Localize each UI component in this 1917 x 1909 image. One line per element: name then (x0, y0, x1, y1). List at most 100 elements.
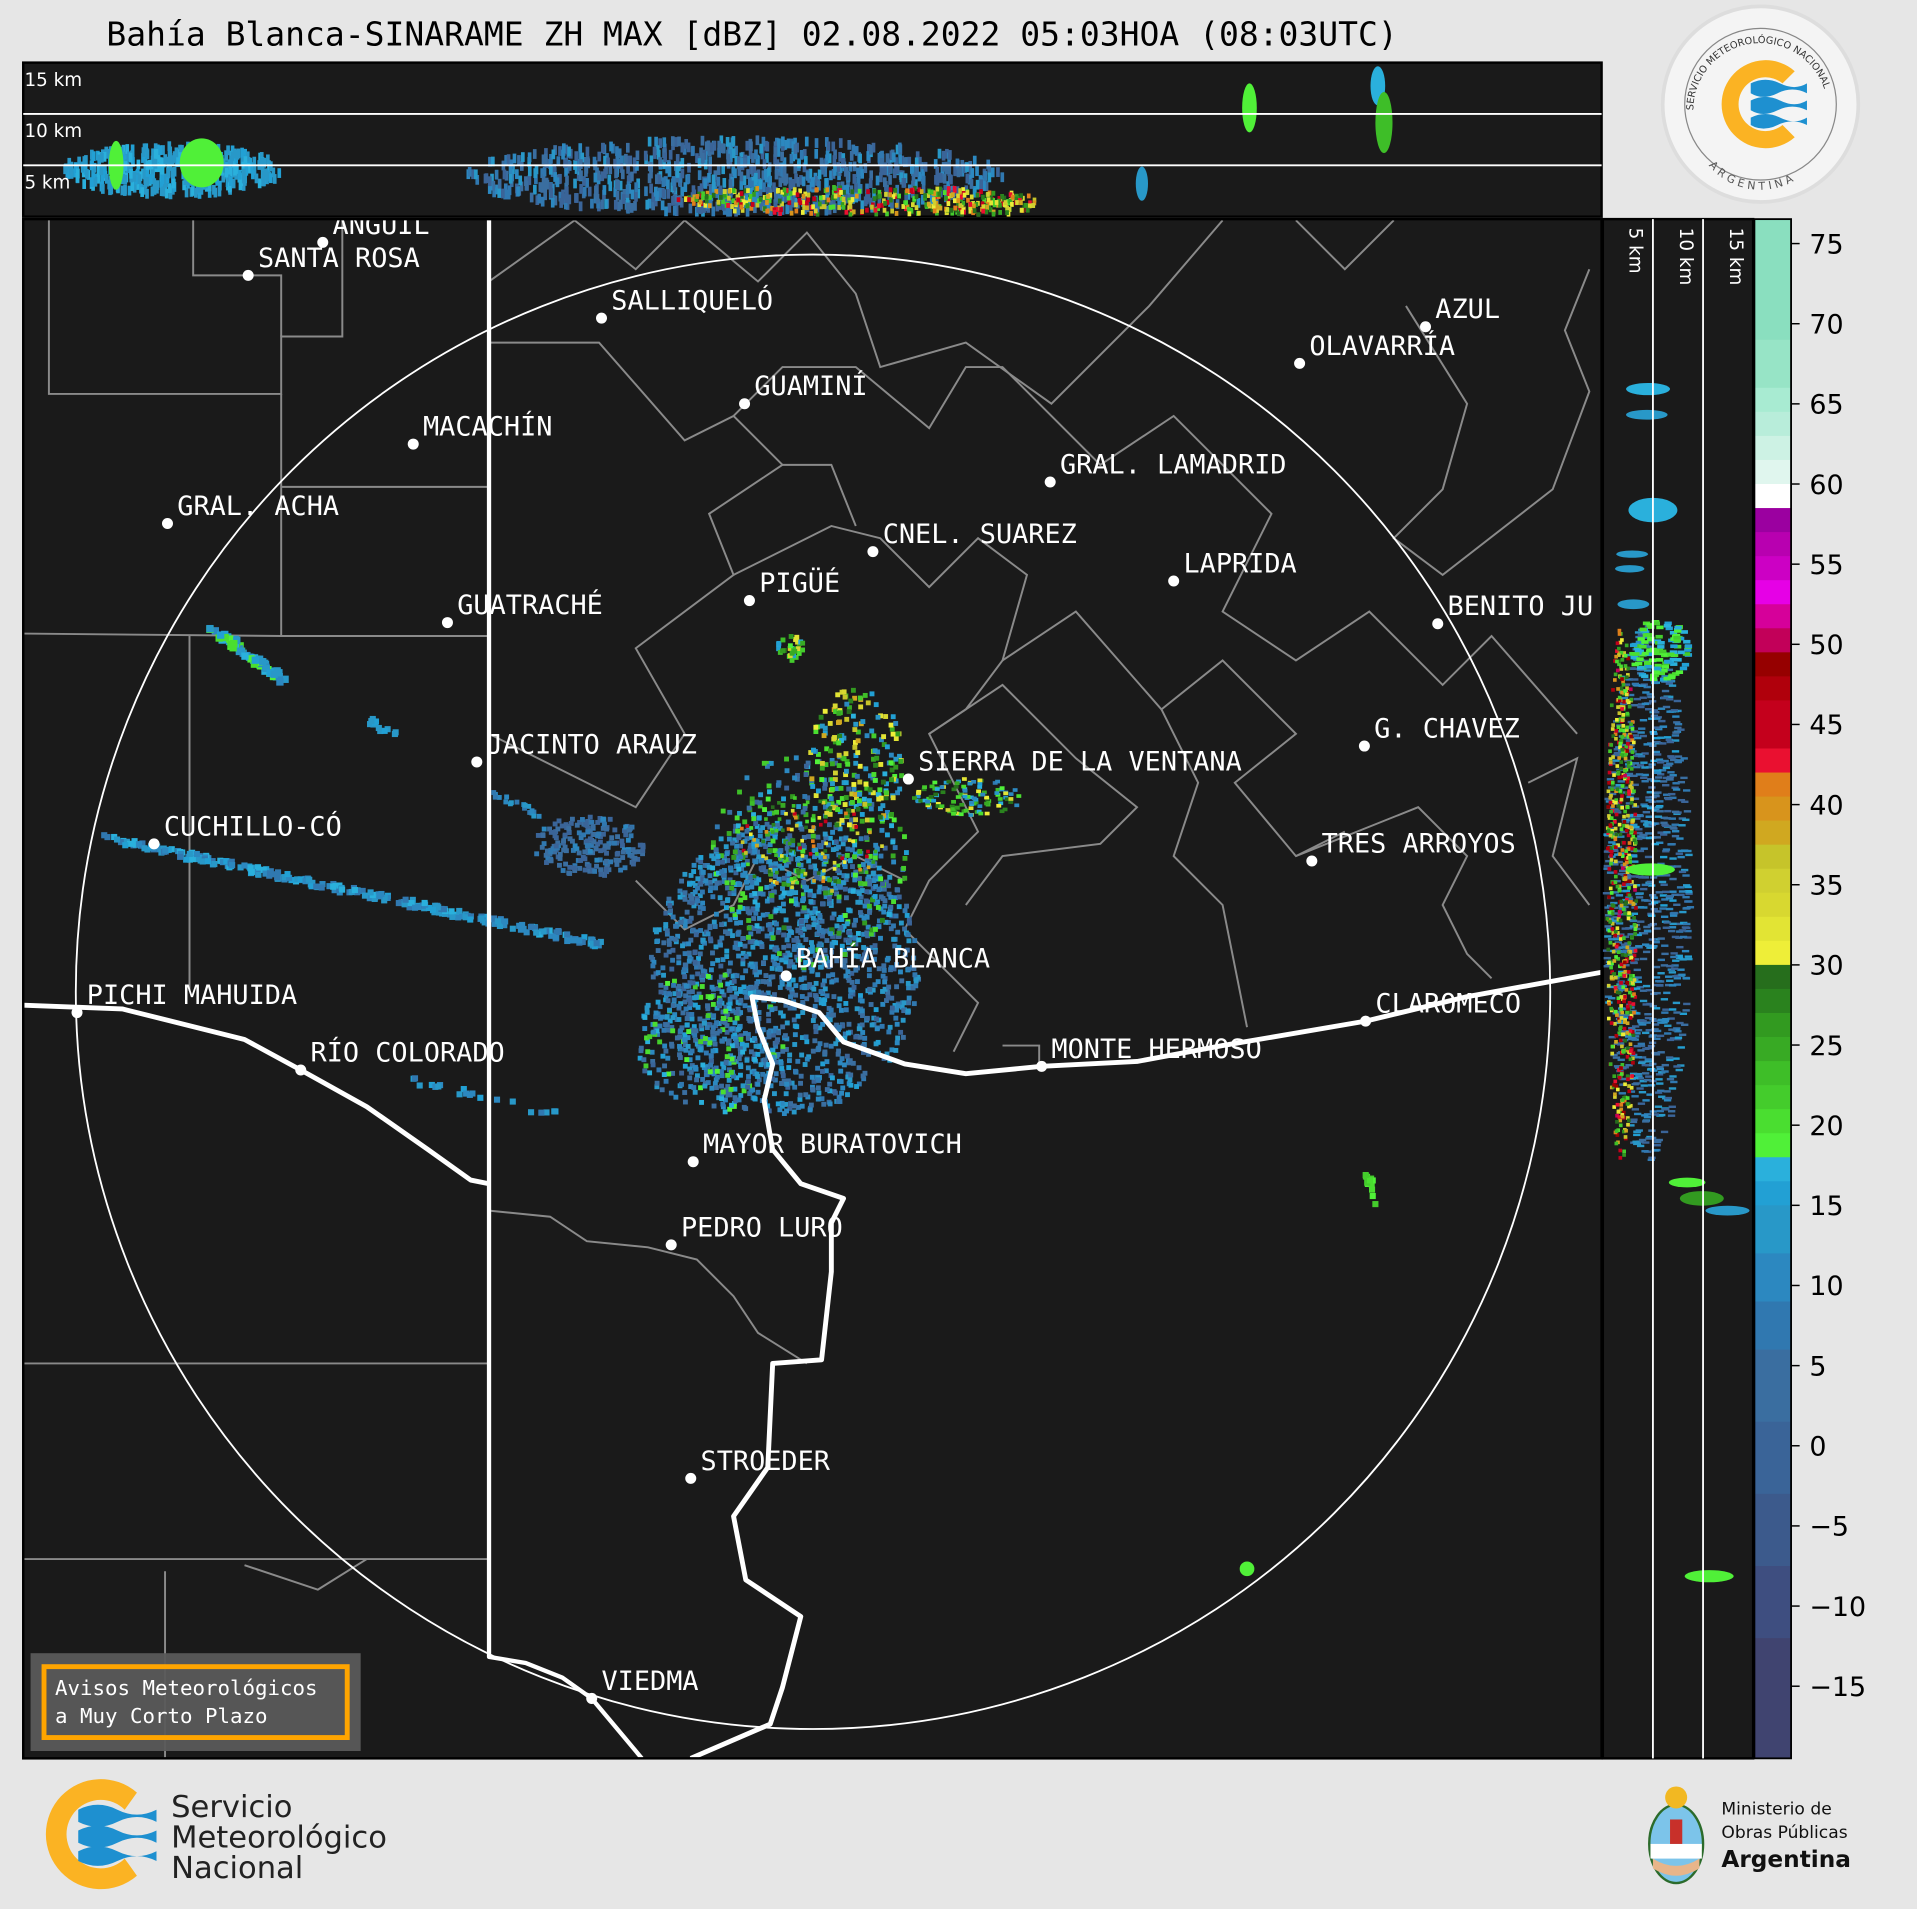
radar-echo (727, 1017, 733, 1022)
radar-echo (805, 795, 811, 801)
radar-echo (199, 858, 206, 865)
radar-echo (874, 876, 880, 882)
radar-echo (548, 164, 553, 175)
radar-echo (919, 189, 924, 195)
radar-echo (574, 151, 579, 162)
radar-echo (757, 833, 763, 839)
radar-echo (601, 821, 607, 827)
radar-echo (698, 199, 703, 205)
city-label: LAPRIDA (1183, 548, 1296, 579)
radar-echo (227, 182, 232, 193)
radar-echo (732, 1095, 738, 1101)
radar-echo (645, 1039, 651, 1045)
radar-echo (467, 916, 474, 923)
radar-echo (483, 173, 488, 184)
radar-echo (701, 153, 705, 163)
radar-echo (687, 918, 693, 924)
radar-echo (792, 1032, 798, 1038)
radar-echo (800, 209, 805, 215)
radar-echo (235, 647, 244, 656)
radar-echo (745, 1065, 751, 1071)
radar-echo (853, 753, 859, 759)
radar-echo (838, 785, 844, 791)
radar-echo (1031, 203, 1036, 208)
radar-echo (552, 821, 558, 827)
radar-echo (816, 752, 821, 757)
radar-echo (740, 950, 746, 956)
radar-echo (576, 850, 582, 856)
radar-echo (944, 210, 949, 216)
radar-echo (702, 1080, 708, 1086)
radar-echo (488, 156, 492, 167)
radar-echo (366, 895, 373, 902)
radar-echo (809, 940, 814, 946)
radar-echo (757, 890, 763, 896)
radar-echo (529, 808, 535, 814)
radar-echo (254, 173, 259, 184)
radar-echo (1028, 200, 1032, 206)
radar-echo (763, 1073, 769, 1079)
radar-echo (893, 1015, 899, 1021)
radar-echo (847, 1058, 853, 1064)
radar-echo (820, 929, 826, 935)
radar-echo (694, 1077, 700, 1083)
radar-echo (812, 918, 818, 924)
radar-echo (836, 1025, 842, 1030)
radar-echo (825, 842, 831, 848)
radar-echo (667, 1018, 673, 1024)
radar-echo (660, 1053, 666, 1059)
radar-echo (888, 752, 894, 758)
radar-echo (705, 198, 710, 209)
radar-echo (787, 833, 793, 839)
radar-echo (843, 937, 849, 943)
radar-echo (747, 1091, 753, 1097)
radar-echo (739, 1041, 745, 1047)
warning-link-box[interactable]: Avisos Meteorológicos a Muy Corto Plazo (30, 1653, 361, 1752)
radar-echo (852, 812, 856, 816)
radar-echo (799, 1035, 805, 1041)
radar-echo (675, 154, 680, 164)
radar-echo (975, 179, 980, 190)
radar-echo (995, 787, 1001, 792)
radar-echo (829, 777, 835, 783)
radar-echo (766, 202, 770, 213)
radar-echo (935, 175, 940, 186)
radar-echo (647, 198, 652, 209)
radar-echo (751, 153, 755, 163)
radar-echo (967, 781, 973, 786)
radar-echo (729, 1043, 735, 1049)
radar-echo (873, 901, 879, 907)
radar-echo (759, 200, 764, 210)
radar-echo (780, 201, 784, 207)
radar-echo (942, 173, 947, 184)
radar-echo (803, 763, 809, 769)
radar-echo (838, 836, 844, 842)
radar-echo (872, 855, 878, 861)
radar-echo (601, 847, 607, 853)
radar-echo (883, 879, 889, 885)
radar-echo (803, 812, 809, 818)
radar-echo (720, 957, 726, 963)
city-label: MACACHÍN (423, 411, 552, 443)
city-dot-icon (1360, 1015, 1372, 1027)
radar-echo (564, 931, 571, 938)
radar-echo (507, 185, 512, 196)
radar-echo (825, 187, 830, 193)
radar-echo (873, 762, 878, 768)
radar-echo (885, 199, 890, 205)
radar-echo (763, 1060, 768, 1066)
radar-echo (883, 177, 887, 188)
radar-echo (620, 855, 626, 860)
radar-echo (850, 189, 855, 195)
radar-echo (574, 164, 579, 174)
radar-echo (875, 749, 881, 755)
radar-echo (716, 1095, 722, 1101)
radar-echo (509, 925, 516, 932)
radar-echo (691, 862, 697, 868)
radar-echo (975, 192, 980, 198)
radar-echo (593, 193, 598, 204)
radar-echo (211, 860, 218, 868)
radar-echo (828, 963, 833, 969)
radar-echo (710, 961, 716, 967)
